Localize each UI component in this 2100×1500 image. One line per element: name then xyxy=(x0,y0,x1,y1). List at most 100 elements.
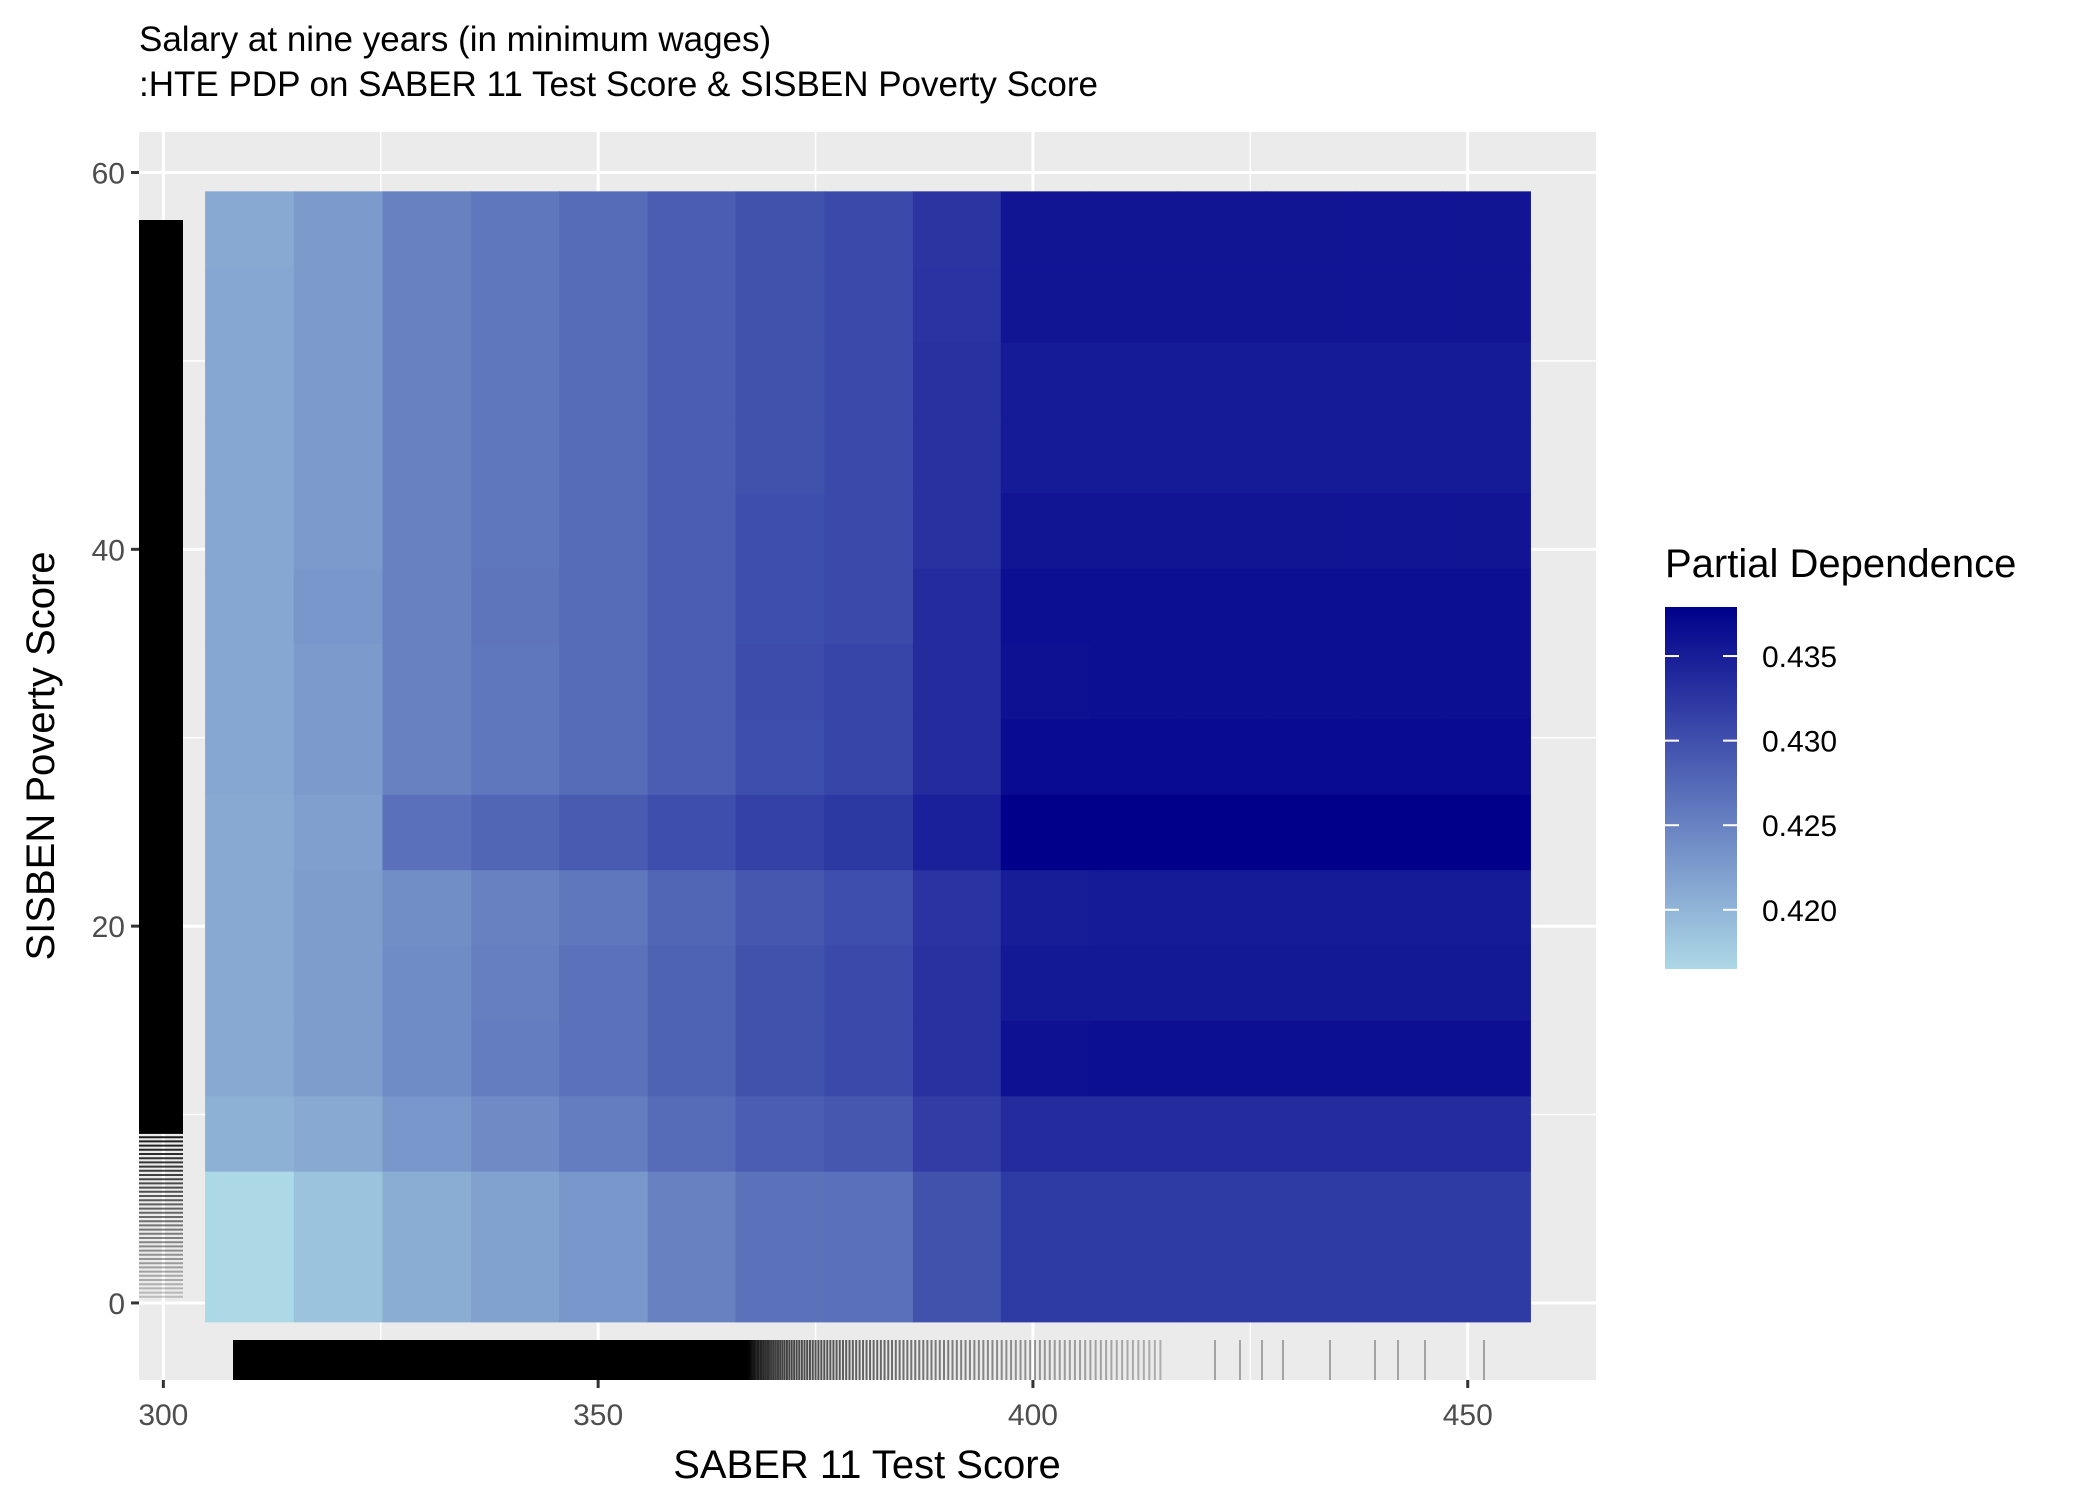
tile xyxy=(1000,342,1091,419)
tile xyxy=(1089,1095,1178,1172)
tile xyxy=(1089,568,1178,645)
tile xyxy=(1442,869,1531,946)
tile xyxy=(824,417,914,494)
tile xyxy=(382,869,472,946)
tile xyxy=(1089,944,1178,1021)
chart-subtitle: :HTE PDP on SABER 11 Test Score & SISBEN… xyxy=(139,65,1098,104)
tile xyxy=(824,1171,914,1323)
legend-tick-label: 0.430 xyxy=(1762,726,1837,759)
tile xyxy=(1265,191,1356,268)
colorbar xyxy=(1665,607,1737,969)
tile xyxy=(1354,944,1444,1021)
tile xyxy=(1265,944,1356,1021)
tile xyxy=(1442,191,1531,268)
tile xyxy=(205,417,295,494)
tile xyxy=(1089,643,1178,720)
tile xyxy=(1442,568,1531,645)
tile xyxy=(1000,1020,1091,1097)
tile xyxy=(1000,643,1091,720)
tile xyxy=(1442,944,1531,1021)
tile xyxy=(471,944,560,1021)
tile xyxy=(382,417,472,494)
tile xyxy=(912,342,1002,419)
tile xyxy=(647,568,737,645)
tile xyxy=(382,643,472,720)
tile xyxy=(824,492,914,569)
tile xyxy=(1000,266,1091,343)
tile xyxy=(471,869,560,946)
tile xyxy=(559,1171,649,1323)
x-tick-label: 300 xyxy=(138,1399,188,1432)
tile xyxy=(559,944,649,1021)
tile xyxy=(1354,492,1444,569)
tile xyxy=(471,1171,560,1323)
tile xyxy=(824,266,914,343)
tile xyxy=(1000,417,1091,494)
tile xyxy=(559,417,649,494)
tile xyxy=(1000,191,1091,268)
tile xyxy=(1177,266,1267,343)
tile xyxy=(824,1095,914,1172)
tile xyxy=(382,1020,472,1097)
tile xyxy=(824,643,914,720)
tile xyxy=(1177,342,1267,419)
tile xyxy=(735,417,825,494)
tile xyxy=(1089,191,1178,268)
y-tick-label: 60 xyxy=(92,158,125,191)
tile xyxy=(205,643,295,720)
tile xyxy=(1265,1171,1356,1323)
tile xyxy=(559,191,649,268)
chart-title: Salary at nine years (in minimum wages) xyxy=(139,20,771,59)
tile xyxy=(1442,492,1531,569)
tile xyxy=(735,568,825,645)
tile xyxy=(1000,1095,1091,1172)
tile xyxy=(647,492,737,569)
tile xyxy=(205,718,295,795)
tile xyxy=(735,944,825,1021)
tile xyxy=(1177,568,1267,645)
tile xyxy=(824,1020,914,1097)
tile xyxy=(1354,643,1444,720)
tile xyxy=(471,417,560,494)
tile xyxy=(293,417,384,494)
tile xyxy=(735,869,825,946)
tile xyxy=(735,1095,825,1172)
tile xyxy=(382,1171,472,1323)
tile xyxy=(824,869,914,946)
tile xyxy=(735,266,825,343)
tile xyxy=(471,1020,560,1097)
tile xyxy=(1442,342,1531,419)
tile xyxy=(1265,1095,1356,1172)
legend: 0.420 0.425 0.430 0.435 xyxy=(1665,641,1837,928)
x-axis-title: SABER 11 Test Score xyxy=(673,1443,1061,1487)
tile xyxy=(1265,266,1356,343)
tile xyxy=(382,191,472,268)
tile xyxy=(1265,417,1356,494)
y-tick-label: 0 xyxy=(108,1288,125,1321)
tile xyxy=(1177,1171,1267,1323)
tile xyxy=(912,1020,1002,1097)
tile xyxy=(1089,417,1178,494)
tile xyxy=(1442,417,1531,494)
tile xyxy=(382,568,472,645)
tile xyxy=(647,944,737,1021)
tile xyxy=(1354,266,1444,343)
tile xyxy=(559,718,649,795)
tile xyxy=(1265,1020,1356,1097)
x-tick-label: 450 xyxy=(1443,1399,1493,1432)
x-rug xyxy=(233,1340,746,1380)
tile xyxy=(1177,643,1267,720)
tile xyxy=(647,1095,737,1172)
tile xyxy=(1442,1171,1531,1323)
tile xyxy=(382,1095,472,1172)
tile xyxy=(1354,718,1444,795)
tile xyxy=(293,794,384,871)
tile xyxy=(912,266,1002,343)
tile xyxy=(912,568,1002,645)
tile xyxy=(912,1171,1002,1323)
x-tick-label: 400 xyxy=(1008,1399,1058,1432)
axes: 300 350 400 450 0 20 40 60 xyxy=(92,158,1493,1432)
tile xyxy=(1177,1020,1267,1097)
tile xyxy=(471,718,560,795)
